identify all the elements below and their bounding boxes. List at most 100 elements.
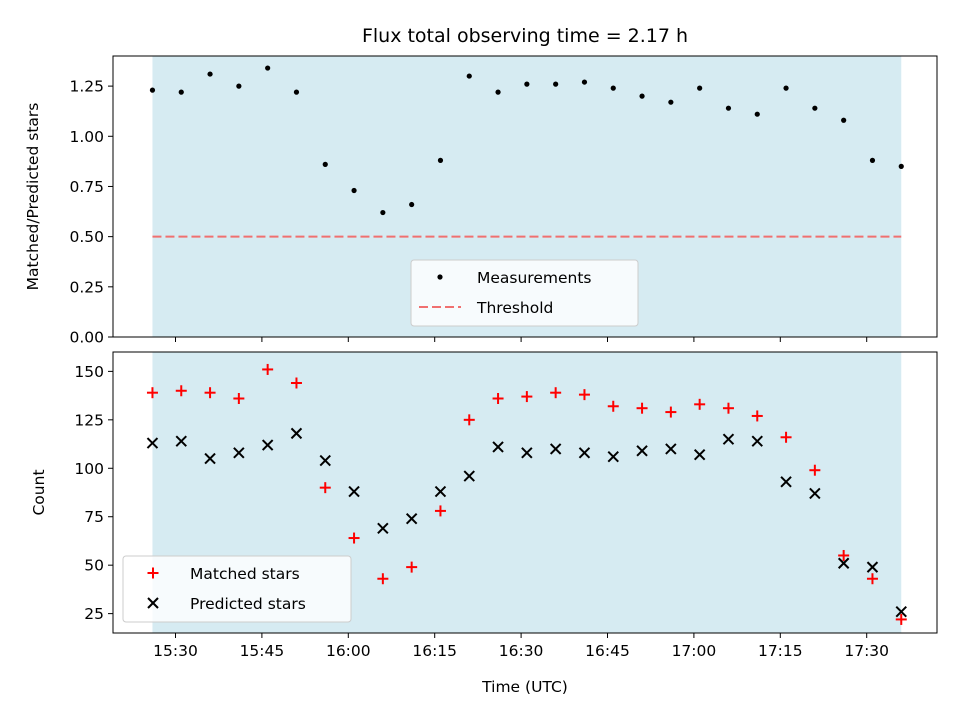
bottom-legend: Matched stars Predicted stars: [122, 555, 352, 623]
y-tick-label: 75: [84, 508, 104, 526]
predicted-star-point: [261, 439, 274, 451]
matched-star-point: [895, 613, 907, 625]
y-tick-label: 125: [74, 411, 104, 429]
y-tick-label: 1.00: [69, 128, 104, 146]
legend-matched-label: Matched stars: [190, 565, 300, 583]
bottom-x-ticks: 15:30 15:45 16:00 16:15 16:30 16:45 17:00 17:15…: [153, 633, 889, 660]
y-tick-label: 1.25: [69, 78, 104, 96]
matched-star-point: [290, 377, 302, 389]
x-tick-label: 15:30: [153, 642, 198, 660]
measurement-point: [293, 89, 300, 95]
x-tick-label: 16:00: [326, 642, 371, 660]
legend-predicted-marker-glyph: [147, 597, 159, 609]
predicted-star-point: [233, 447, 245, 459]
matched-star-point: [665, 406, 677, 418]
matched-star-point: [866, 573, 878, 585]
legend-measurements-marker: [437, 274, 443, 280]
matched-star-point: [722, 402, 734, 414]
measurement-point: [524, 81, 530, 87]
measurement-point: [553, 81, 559, 87]
predicted-star-point: [434, 485, 447, 498]
measurement-point: [812, 105, 818, 111]
measurement-point: [610, 85, 616, 91]
matched-star-point: [838, 549, 850, 561]
predicted-star-point: [809, 487, 821, 500]
matched-star-point: [319, 482, 331, 494]
measurement-point: [380, 209, 386, 216]
matched-star-point: [751, 410, 763, 422]
predicted-star-point: [607, 450, 619, 463]
matched-star-point: [146, 387, 158, 399]
measurement-point: [581, 79, 588, 85]
y-tick-label: 0.75: [69, 178, 104, 196]
predicted-star-point: [377, 522, 389, 535]
measurement-point: [351, 187, 357, 194]
measurement-point: [898, 163, 904, 169]
bottom-axes-frame: [112, 351, 938, 634]
legend-predicted-marker: [147, 597, 159, 609]
y-tick-label: 150: [74, 363, 104, 381]
matched-star-point: [694, 398, 706, 410]
top-title: Flux total observing time = 2.17 h: [362, 25, 688, 47]
x-tick-label: 17:15: [758, 642, 803, 660]
bottom-x-axis-label: Time (UTC): [481, 678, 568, 696]
matched-star-point: [809, 464, 821, 476]
top-legend: Measurements Threshold: [410, 259, 639, 327]
predicted-star-point: [722, 433, 735, 445]
predicted-star-point: [146, 437, 159, 449]
predicted-star-point: [290, 427, 303, 440]
x-tick-label: 16:30: [499, 642, 544, 660]
predicted-star-point: [837, 557, 850, 569]
x-tick-label: 17:30: [844, 642, 889, 660]
x-tick-label: 16:45: [585, 642, 630, 660]
measurement-point: [437, 157, 444, 163]
measurement-point: [149, 87, 156, 93]
y-tick-label: 0.50: [69, 228, 104, 246]
legend-threshold-label: Threshold: [476, 299, 553, 317]
y-tick-label: 0.00: [69, 329, 104, 347]
matched-star-point: [348, 532, 360, 544]
legend-measurements-label: Measurements: [477, 269, 592, 287]
matched-star-point: [636, 402, 648, 414]
matched-stars-points: [146, 363, 907, 625]
measurement-point: [236, 83, 242, 89]
measurement-point: [466, 73, 472, 79]
top-y-ticks: 0.00 0.25 0.50 0.75 1.00 1.25: [69, 78, 113, 347]
measurement-points: [149, 65, 904, 216]
predicted-star-point: [521, 447, 533, 459]
top-axes-frame: [112, 55, 938, 338]
predicted-star-point: [751, 435, 763, 447]
bottom-y-ticks: 25 50 75 100 125 150: [74, 363, 113, 623]
predicted-star-point: [578, 447, 591, 459]
matched-star-point: [492, 393, 504, 405]
predicted-star-point: [175, 435, 187, 447]
top-x-ticks: [175, 337, 868, 342]
matched-star-point: [607, 400, 619, 412]
legend-matched-marker: [147, 567, 159, 579]
measurement-point: [754, 111, 760, 117]
matched-star-point: [780, 431, 792, 443]
y-tick-label: 50: [84, 557, 104, 575]
top-panel: 0.00 0.25 0.50 0.75 1.00 1.25 Flux total obse…: [24, 25, 938, 347]
predicted-star-point: [492, 441, 504, 453]
matched-star-point: [434, 505, 446, 517]
measurement-point: [207, 71, 213, 77]
measurement-point: [639, 93, 645, 99]
bottom-y-axis-label: Count: [30, 469, 48, 515]
legend-predicted-label: Predicted stars: [190, 595, 306, 613]
measurement-point: [725, 105, 732, 111]
predicted-star-point: [549, 443, 562, 455]
predicted-star-point: [895, 605, 907, 618]
predicted-star-point: [780, 476, 792, 488]
predicted-star-point: [319, 454, 331, 467]
measurement-point: [697, 85, 703, 91]
predicted-star-point: [693, 449, 706, 461]
legend-matched-marker-glyph: [147, 567, 159, 579]
measurement-point: [783, 85, 789, 91]
predicted-star-point: [463, 470, 475, 482]
predicted-star-point: [348, 485, 360, 498]
y-tick-label: 0.25: [69, 278, 104, 296]
top-y-axis-label: Matched/Predicted stars: [24, 103, 42, 291]
matched-star-point: [521, 391, 533, 403]
